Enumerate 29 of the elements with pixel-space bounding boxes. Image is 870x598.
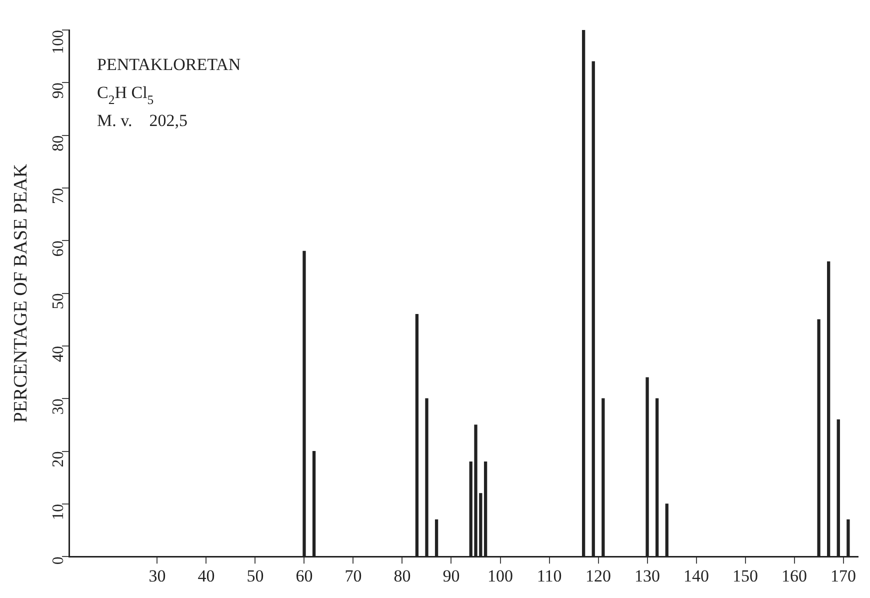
x-tick-label: 170 [830,566,856,586]
x-tick-label: 90 [442,566,460,586]
x-tick-label: 110 [536,566,562,586]
x-tick-label: 120 [586,566,612,586]
x-tick-label: 140 [684,566,710,586]
x-tick-label: 40 [198,566,215,586]
y-tick-label: 60 [50,240,68,257]
y-tick-label: 0 [50,556,68,565]
y-tick-label: 30 [50,398,68,415]
y-tick-label: 10 [50,504,68,520]
x-tick-label: 30 [148,566,166,586]
x-tick-label: 80 [394,566,411,586]
y-tick-label: 90 [50,82,68,99]
x-tick-label: 100 [488,566,514,586]
annotation: M. v. 202,5 [97,111,188,130]
y-tick-label: 70 [50,188,68,204]
x-tick-label: 130 [634,566,660,586]
y-tick-label: 40 [50,346,68,362]
x-tick-label: 60 [296,566,313,586]
y-tick-label: 80 [50,135,68,152]
y-axis-title: PERCENTAGE OF BASE PEAK [10,164,32,423]
y-tick-label: 100 [50,30,68,54]
x-tick-label: 160 [782,566,808,586]
x-tick-label: 50 [246,566,264,586]
y-tick-label: 20 [50,451,68,468]
x-tick-label: 70 [344,566,362,586]
y-tick-label: 50 [50,293,68,310]
x-tick-label: 150 [732,566,758,586]
annotation: PENTAKLORETAN [97,55,241,74]
